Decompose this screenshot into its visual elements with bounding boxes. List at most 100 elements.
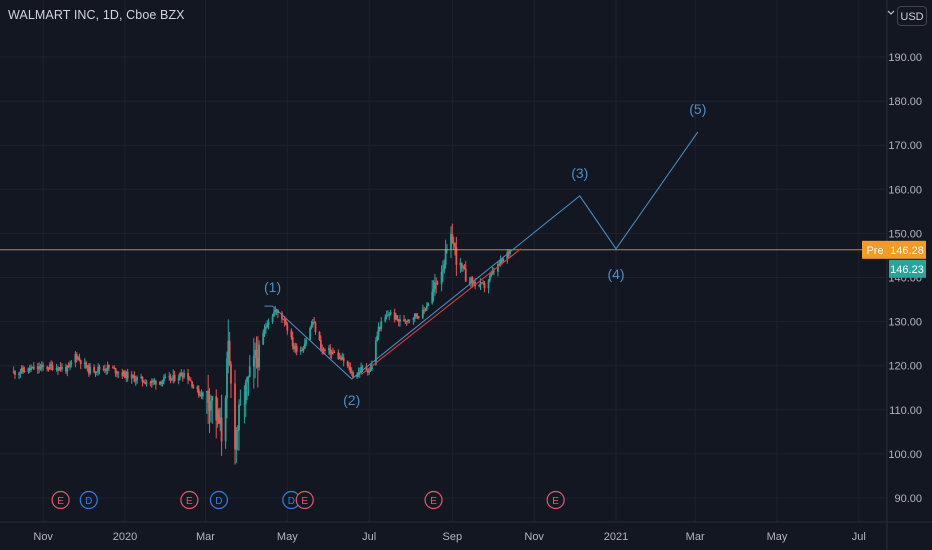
- candle-body: [142, 381, 145, 383]
- candle-body: [380, 321, 383, 330]
- candle-body: [51, 365, 54, 370]
- candle-body: [28, 367, 31, 370]
- event-marker-label: D: [85, 496, 92, 507]
- candle-body: [180, 373, 183, 377]
- candle-body: [424, 309, 427, 311]
- candle-body: [416, 316, 419, 318]
- price-tick-label: 150.00: [888, 228, 922, 240]
- candle-body: [18, 373, 20, 375]
- candle-body: [388, 314, 391, 316]
- candle-body: [141, 376, 144, 382]
- candle-body: [399, 319, 401, 322]
- candle-body: [498, 264, 501, 266]
- candle-body: [274, 310, 277, 313]
- dividend-event-marker[interactable]: [79, 490, 98, 510]
- candle-body: [112, 367, 114, 369]
- last-price-badge: [889, 259, 926, 278]
- candle-body: [256, 358, 259, 368]
- wave-label: (1): [264, 279, 281, 295]
- candle-body: [23, 370, 26, 373]
- earnings-event-marker[interactable]: [546, 490, 565, 510]
- dividend-event-marker[interactable]: [209, 490, 229, 510]
- candle-body: [57, 368, 59, 371]
- candle-body: [97, 366, 100, 372]
- candle-body: [19, 372, 22, 374]
- candle-body: [450, 233, 452, 250]
- candle-body: [323, 349, 326, 351]
- candle-body: [431, 291, 434, 304]
- candle-body: [502, 258, 505, 262]
- candle-body: [74, 354, 77, 363]
- earnings-event-marker[interactable]: [51, 490, 70, 510]
- earnings-event-marker[interactable]: [424, 490, 443, 510]
- event-marker-label: E: [186, 496, 193, 507]
- candle-body: [309, 327, 312, 340]
- price-tick-label: 160.00: [888, 184, 922, 196]
- candle-body: [234, 383, 236, 450]
- candle-body: [313, 321, 316, 324]
- candle-body: [377, 326, 380, 336]
- candle-body: [154, 380, 157, 385]
- candle-body: [252, 355, 255, 367]
- candle-body: [262, 333, 265, 345]
- event-marker-label: E: [57, 496, 64, 507]
- candle-body: [378, 326, 381, 330]
- candle-body: [236, 430, 239, 432]
- candle-body: [83, 362, 86, 365]
- candle-body: [301, 349, 303, 351]
- candle-body: [42, 365, 45, 367]
- elliott-wave-line[interactable]: [264, 131, 699, 380]
- price-tick-label: 170.00: [888, 140, 922, 152]
- candle-body: [191, 381, 193, 387]
- pre-price-badge: [889, 240, 926, 259]
- earnings-event-marker[interactable]: [295, 490, 314, 510]
- grid: [0, 0, 887, 522]
- candle-body: [27, 367, 30, 373]
- drawings[interactable]: (1)(2)(3)(4)(5)E D E D D E E E: [0, 101, 887, 510]
- candle-body: [490, 273, 493, 276]
- candle-body: [282, 318, 285, 320]
- earnings-event-marker[interactable]: [180, 490, 199, 510]
- candle-body: [436, 283, 439, 285]
- trend-line[interactable]: [360, 248, 522, 375]
- candle-body: [226, 358, 228, 399]
- candle-body: [432, 288, 435, 292]
- candle-body: [384, 317, 387, 322]
- currency-button[interactable]: USD: [897, 6, 927, 26]
- candle-body: [421, 309, 424, 318]
- candle-body: [285, 321, 287, 325]
- candle-body: [98, 366, 101, 370]
- candle-body: [113, 367, 116, 369]
- candle-body: [105, 370, 108, 372]
- candle-body: [114, 368, 117, 374]
- candle-body: [468, 281, 471, 284]
- candle-body: [454, 243, 456, 248]
- event-marker-label: E: [301, 496, 308, 507]
- candle-body: [338, 356, 341, 359]
- candle-body: [329, 348, 332, 355]
- candle-body: [405, 320, 408, 322]
- candle-body: [487, 280, 490, 289]
- candle-body: [501, 259, 503, 262]
- candle-body: [89, 366, 92, 374]
- candle-body: [393, 312, 396, 320]
- candle-body: [365, 366, 368, 371]
- candle-body: [224, 398, 227, 442]
- time-tick-label: 2020: [113, 531, 137, 543]
- candle-body: [65, 366, 67, 372]
- candle-body: [61, 366, 63, 370]
- candle-body: [427, 303, 430, 306]
- candle-body: [78, 357, 81, 361]
- candle-body: [348, 366, 350, 368]
- price-tick-label: 190.00: [888, 52, 922, 64]
- candle-body: [340, 356, 342, 360]
- candle-body: [415, 313, 418, 317]
- candle-body: [177, 377, 180, 381]
- candle-body: [341, 357, 344, 360]
- candle-body: [192, 386, 195, 388]
- time-tick-label: Jul: [852, 531, 866, 543]
- price-tick-label: 180.00: [888, 96, 922, 108]
- collapse-chevron-icon[interactable]: [887, 9, 895, 17]
